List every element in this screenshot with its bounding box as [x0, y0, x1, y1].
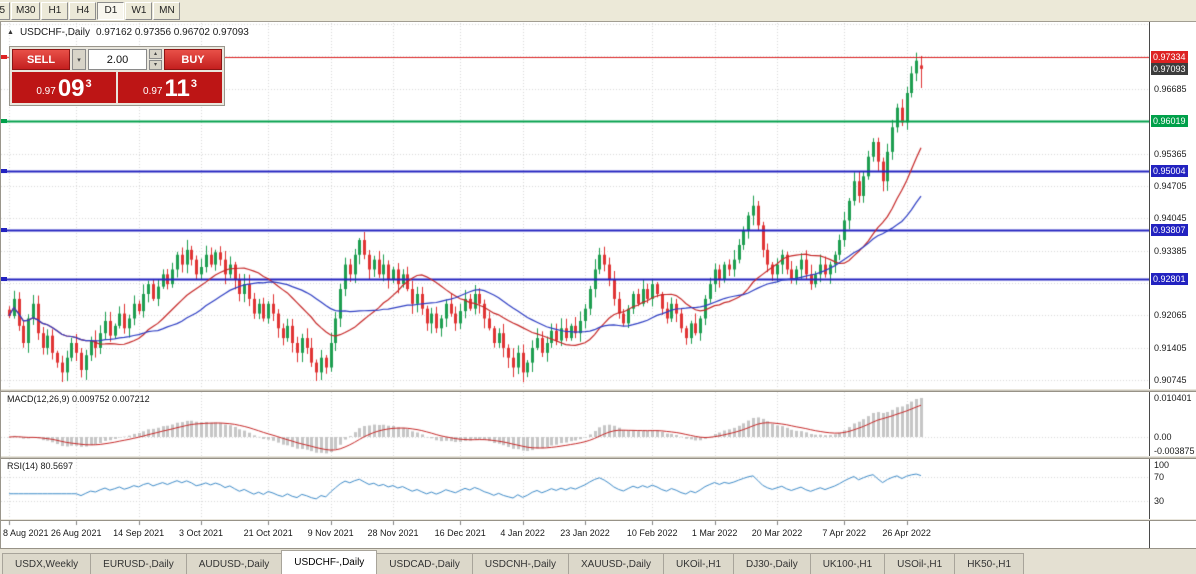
rsi-axis-label: 30: [1154, 496, 1165, 506]
chevron-down-icon: ▾: [77, 56, 81, 64]
price-axis-tick: 0.94705: [1154, 180, 1187, 191]
timeframe-button-5[interactable]: 5: [0, 1, 10, 20]
chart-tab-usdx-weekly[interactable]: USDX,Weekly: [2, 553, 92, 574]
price-axis-tick: 0.91405: [1154, 342, 1187, 353]
price-axis-tick: 0.96685: [1154, 83, 1187, 94]
macd-axis-label: -0.003875: [1154, 446, 1195, 456]
buy-price-big-digits: 11: [164, 75, 190, 102]
rsi-axis-label: 100: [1154, 460, 1170, 470]
chart-symbol-period: USDCHF-,Daily: [19, 27, 90, 38]
hline-left-marker: [1, 277, 7, 282]
price-axis-badge: 0.97334: [1151, 51, 1188, 64]
price-axis-badge: 0.92801: [1151, 273, 1188, 286]
rsi-indicator-label: RSI(14) 80.5697: [7, 461, 74, 471]
sell-price-big-digits: 09: [57, 75, 85, 102]
price-axis-tick: 0.95365: [1154, 148, 1187, 159]
time-axis-label: 14 Sep 2021: [113, 528, 165, 538]
chart-title: ▲ USDCHF-,Daily 0.97162 0.97356 0.96702 …: [7, 27, 249, 38]
time-axis-label: 28 Nov 2021: [367, 528, 419, 538]
time-axis-label: 26 Apr 2022: [882, 528, 931, 538]
chart-tab-usdchf-daily[interactable]: USDCHF-,Daily: [281, 550, 378, 574]
price-axis-badge: 0.95004: [1151, 165, 1188, 178]
price-axis-badge: 0.97093: [1151, 62, 1188, 75]
chart-tab-uk100-h1[interactable]: UK100-,H1: [809, 553, 886, 574]
volume-input[interactable]: [88, 49, 147, 70]
chart-tab-hk50-h1[interactable]: HK50-,H1: [954, 553, 1025, 574]
chart-tab-ukoil-h1[interactable]: UKOil-,H1: [663, 553, 735, 574]
time-axis-label: 3 Oct 2021: [178, 528, 224, 538]
chevron-up-icon: ▴: [153, 51, 157, 57]
timeframe-button-mn[interactable]: MN: [153, 1, 181, 20]
price-axis-badge: 0.93807: [1151, 223, 1188, 236]
time-axis-label: 1 Mar 2022: [691, 528, 738, 538]
hline-left-marker: [1, 55, 7, 60]
chart-tab-usdcnh-daily[interactable]: USDCNH-,Daily: [471, 553, 569, 574]
timeframe-button-w1[interactable]: W1: [125, 1, 153, 20]
volume-spinner: ▴ ▾: [149, 49, 162, 70]
chevron-down-icon: ▾: [153, 62, 157, 68]
price-axis[interactable]: 0.96685 0.95365 0.94705 0.94045 0.93385 0.920…: [1149, 22, 1196, 548]
timeframe-button-m30[interactable]: M30: [11, 1, 41, 20]
time-axis-label: 23 Jan 2022: [560, 528, 610, 538]
volume-dropdown-button[interactable]: ▾: [72, 49, 86, 70]
timeframe-button-d1[interactable]: D1: [97, 1, 125, 20]
time-axis[interactable]: 8 Aug 2021 26 Aug 2021 14 Sep 2021 3 Oct 20…: [1, 521, 1149, 548]
chart-ohlc-values: 0.97162 0.97356 0.96702 0.97093: [95, 27, 249, 38]
hline-left-marker: [1, 227, 7, 232]
price-axis-tick: 0.94045: [1154, 213, 1187, 224]
buy-button[interactable]: BUY: [164, 49, 222, 70]
sell-price-pipette: 3: [85, 78, 92, 90]
chart-tab-dj30-daily[interactable]: DJ30-,Daily: [733, 553, 811, 574]
timeframe-button-h4[interactable]: H4: [69, 1, 97, 20]
macd-axis-label: 0.00: [1154, 432, 1172, 442]
macd-indicator-label: MACD(12,26,9) 0.009752 0.007212: [7, 394, 150, 404]
panel-divider[interactable]: [1, 389, 1196, 392]
chart-tab-eurusd-daily[interactable]: EURUSD-,Daily: [90, 553, 187, 574]
time-axis-label: 21 Oct 2021: [243, 528, 293, 538]
chart-tab-audusd-daily[interactable]: AUDUSD-,Daily: [185, 553, 283, 574]
time-axis-label: 9 Nov 2021: [307, 528, 354, 538]
hline-left-marker: [1, 119, 7, 124]
price-axis-tick: 0.92065: [1154, 310, 1187, 321]
macd-axis-label: 0.010401: [1154, 393, 1192, 403]
chart-tab-bar: USDX,Weekly EURUSD-,Daily AUDUSD-,Daily USD…: [0, 548, 1196, 574]
volume-increase-button[interactable]: ▴: [149, 49, 162, 59]
time-axis-label: 4 Jan 2022: [500, 528, 545, 538]
collapse-triangle-icon: ▲: [7, 29, 14, 36]
sell-button[interactable]: SELL: [12, 49, 70, 70]
rsi-axis-label: 70: [1154, 472, 1165, 482]
sell-price-prefix: 0.97: [36, 86, 56, 97]
price-chart-canvas[interactable]: [1, 22, 1149, 548]
chart-window: ▲ USDCHF-,Daily 0.97162 0.97356 0.96702 …: [0, 22, 1196, 548]
buy-price-display[interactable]: 0.97 11 3: [118, 72, 222, 103]
buy-price-pipette: 3: [190, 78, 197, 90]
price-axis-tick: 0.93385: [1154, 245, 1187, 256]
time-axis-label: 8 Aug 2021: [3, 528, 49, 538]
time-axis-label: 26 Aug 2021: [50, 528, 102, 538]
hline-left-marker: [1, 169, 7, 174]
panel-divider[interactable]: [1, 456, 1196, 459]
time-axis-label: 16 Dec 2021: [434, 528, 486, 538]
sell-price-display[interactable]: 0.97 09 3: [12, 72, 116, 103]
time-axis-label: 7 Apr 2022: [822, 528, 866, 538]
timeframe-button-h1[interactable]: H1: [41, 1, 69, 20]
time-axis-label: 20 Mar 2022: [751, 528, 803, 538]
chart-tab-usdcad-daily[interactable]: USDCAD-,Daily: [376, 553, 473, 574]
panel-divider[interactable]: [1, 519, 1196, 521]
price-axis-badge: 0.96019: [1151, 115, 1188, 128]
volume-decrease-button[interactable]: ▾: [149, 60, 162, 70]
price-axis-tick: 0.90745: [1154, 375, 1187, 385]
chart-tab-xauusd-daily[interactable]: XAUUSD-,Daily: [567, 553, 664, 574]
time-axis-label: 10 Feb 2022: [626, 528, 678, 538]
timeframe-toolbar: 5 M30 H1 H4 D1 W1 MN: [0, 0, 1196, 22]
buy-price-prefix: 0.97: [143, 86, 163, 97]
chart-tab-usoil-h1[interactable]: USOil-,H1: [884, 553, 956, 574]
